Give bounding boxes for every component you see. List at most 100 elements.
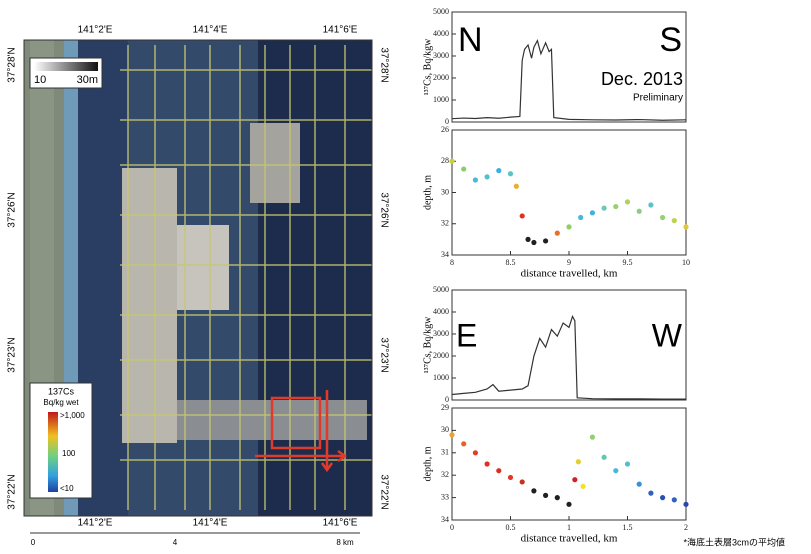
map-lon-label: 141°2'E — [78, 25, 113, 36]
point — [554, 495, 560, 501]
survey-lines — [120, 45, 372, 510]
point — [589, 434, 596, 440]
y-axis-label: depth, m — [422, 175, 433, 210]
depth-scale-label: 10 — [34, 74, 46, 86]
annotation: Dec. 2013 — [601, 69, 683, 89]
x-tick-label: 8 — [450, 258, 454, 267]
x-tick-label: 0.5 — [506, 523, 516, 532]
point — [543, 492, 549, 498]
x-tick-label: 8.5 — [506, 258, 516, 267]
y-tick-label: 31 — [441, 448, 449, 457]
point — [683, 224, 689, 230]
point — [566, 501, 572, 507]
scale-label: 8 km — [336, 538, 354, 547]
y-tick-label: 34 — [441, 515, 449, 524]
point — [449, 432, 455, 438]
y-axis-label: ¹³⁷Cs, Bq/kgw — [422, 38, 433, 95]
y-tick-label: 32 — [441, 470, 449, 479]
footnote: *海底土表層3cmの平均値 — [683, 536, 785, 547]
y-tick-label: 5000 — [433, 285, 449, 294]
point — [525, 236, 531, 242]
map-lon-label: 141°4'E — [193, 25, 228, 36]
chart-panel: 0 1000 2000 3000 4000 5000 ¹³⁷Cs, Bq/kgw N S Dec.… — [422, 7, 687, 126]
x-tick-label: 10 — [682, 258, 690, 267]
y-tick-label: 32 — [441, 219, 449, 228]
point — [519, 213, 525, 219]
point — [496, 168, 502, 174]
plot-frame — [451, 407, 687, 521]
point — [472, 177, 478, 183]
y-tick-label: 1000 — [433, 373, 449, 382]
point — [572, 477, 578, 483]
point — [580, 483, 586, 489]
point — [531, 488, 537, 494]
map-lat-label: 37°26'N — [7, 192, 18, 227]
y-tick-label: 4000 — [433, 307, 449, 316]
point — [484, 461, 490, 467]
point — [507, 474, 514, 481]
y-tick-label: 30 — [441, 425, 449, 434]
study-area — [255, 390, 348, 473]
y-tick-label: 2000 — [433, 73, 449, 82]
point — [601, 454, 607, 460]
legend-label: <10 — [60, 484, 74, 493]
point — [543, 238, 549, 244]
plot-frame — [451, 129, 687, 256]
x-tick-label: 2 — [684, 523, 688, 532]
x-tick-label: 0 — [450, 523, 454, 532]
x-tick-label: 9.5 — [623, 258, 633, 267]
annotation: S — [659, 21, 682, 59]
point — [496, 468, 502, 474]
y-tick-label: 4000 — [433, 29, 449, 38]
map-lat-label: 37°22'N — [7, 474, 18, 509]
y-tick-label: 3000 — [433, 329, 449, 338]
y-tick-label: 5000 — [433, 7, 449, 16]
depth-scale-bar — [34, 62, 98, 71]
point — [648, 490, 654, 496]
x-axis-label: distance travelled, km — [521, 268, 618, 280]
chart-panel: 26 28 30 32 348 8.5 9 9.5 10 depth, m distance tra… — [422, 125, 690, 280]
map-lat-label: 37°26'N — [378, 192, 389, 227]
plot-frame — [451, 11, 687, 123]
map-lon-label: 141°6'E — [323, 518, 358, 529]
legend — [29, 382, 93, 499]
point — [624, 461, 631, 467]
map-lat-label: 37°23'N — [7, 337, 18, 372]
point — [449, 158, 455, 164]
map-lat-label: 37°28'N — [378, 47, 389, 82]
point — [671, 218, 677, 224]
point — [461, 441, 467, 447]
depth-scale-label: 30m — [77, 74, 98, 86]
y-tick-label: 3000 — [433, 51, 449, 60]
point — [624, 199, 631, 205]
legend-label: >1,000 — [60, 411, 85, 420]
y-tick-label: 26 — [441, 125, 449, 134]
map-lon-label: 141°6'E — [323, 25, 358, 36]
y-tick-label: 30 — [441, 187, 449, 196]
x-tick-label: 9 — [567, 258, 571, 267]
point — [589, 210, 596, 216]
y-tick-label: 1000 — [433, 95, 449, 104]
scale-label: 4 — [173, 538, 178, 547]
point — [531, 239, 537, 246]
y-axis-label: depth, m — [422, 446, 433, 481]
annotation: W — [652, 317, 683, 353]
map: 10 30m 137Cs Bq/kg wet >1,000 100 <10 — [23, 39, 373, 534]
point — [566, 224, 572, 230]
plot-frame — [451, 289, 687, 401]
map-lat-label: 37°23'N — [378, 337, 389, 372]
legend-unit: Bq/kg wet — [43, 398, 79, 407]
annotation: Preliminary — [633, 93, 683, 104]
point — [683, 501, 689, 507]
legend-title: 137Cs — [48, 386, 75, 396]
point — [671, 497, 677, 503]
y-tick-label: 0 — [445, 395, 449, 404]
y-tick-label: 28 — [441, 156, 449, 165]
line — [451, 314, 686, 400]
point — [648, 202, 654, 208]
point — [636, 481, 642, 487]
point — [660, 214, 666, 221]
x-axis-label: distance travelled, km — [521, 533, 618, 545]
